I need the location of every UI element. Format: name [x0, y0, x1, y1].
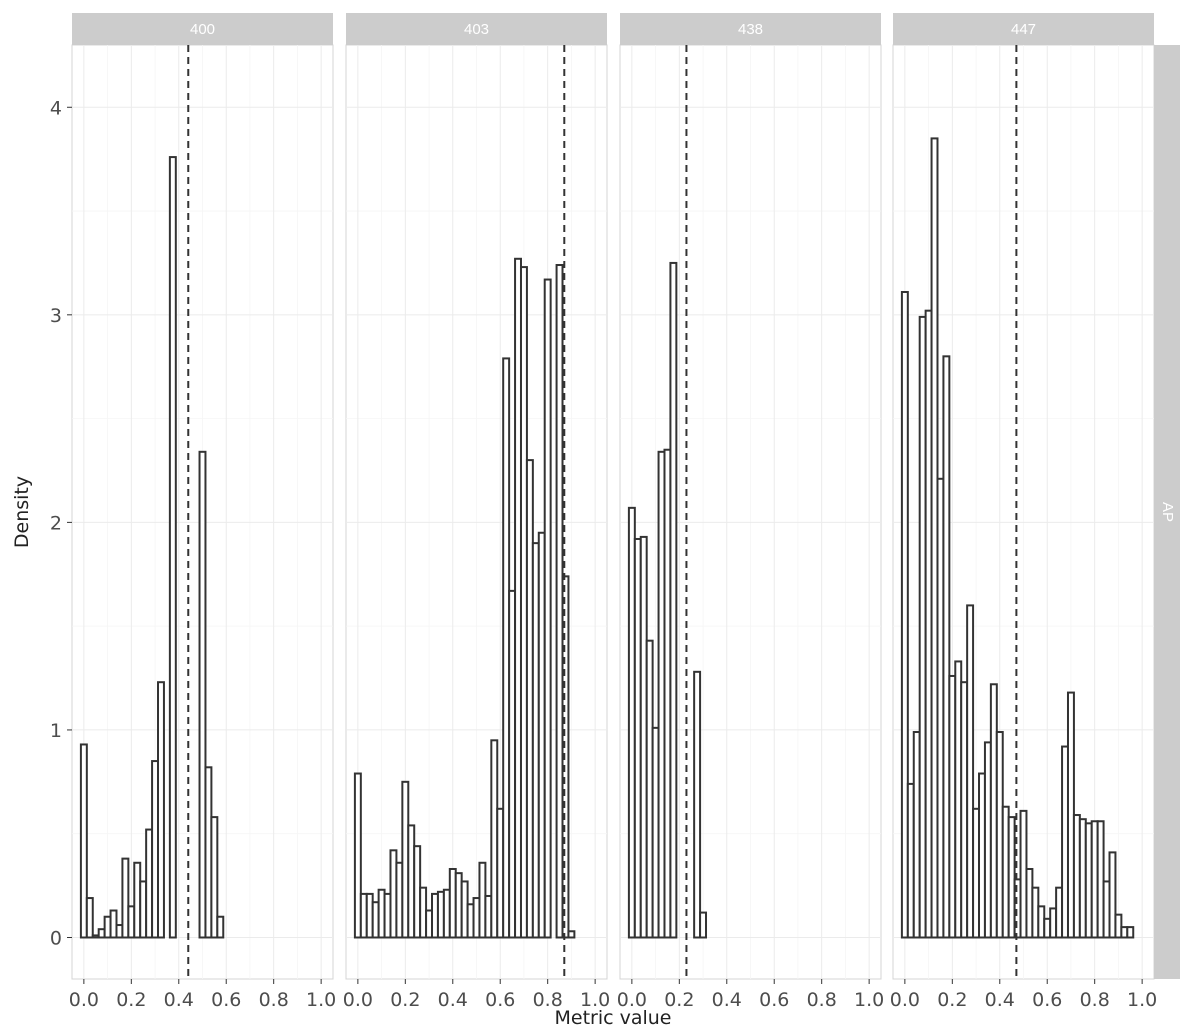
- row-strip-background: [1154, 45, 1180, 979]
- facet-strip-label: 400: [190, 21, 215, 38]
- histogram-bar: [168, 156, 177, 939]
- x-tick-label: 0.8: [807, 989, 837, 1011]
- histogram-bar: [85, 897, 94, 939]
- facet-panel-447: 447: [892, 13, 1155, 980]
- histogram-bar: [210, 816, 219, 939]
- y-tick-label: 3: [50, 305, 62, 327]
- histogram-bar: [669, 261, 678, 939]
- x-tick-label: 0.8: [259, 989, 289, 1011]
- facet-strip-background: [346, 13, 607, 45]
- y-axis: 0 1 2 3 4: [50, 97, 72, 949]
- x-tick-label: 0.2: [390, 989, 420, 1011]
- facet-panels: 400 403 438 447: [71, 13, 1155, 980]
- histogram-bar: [543, 278, 552, 939]
- histogram-bar: [1108, 851, 1117, 939]
- facet-panel-438: 438: [619, 13, 882, 980]
- y-tick-label: 4: [50, 97, 62, 119]
- histogram-bar: [561, 575, 570, 939]
- x-tick-label: 0.2: [937, 989, 967, 1011]
- x-tick-label: 0.4: [985, 989, 1015, 1011]
- x-tick-label: 0.2: [664, 989, 694, 1011]
- x-tick-label: 0.6: [759, 989, 789, 1011]
- x-tick-label: 0.6: [211, 989, 241, 1011]
- x-tick-label: 0.4: [438, 989, 468, 1011]
- x-axis-title: Metric value: [554, 1007, 671, 1029]
- x-tick-label: 0.8: [1080, 989, 1110, 1011]
- histogram-bar: [1126, 926, 1135, 939]
- x-tick-label: 1.0: [854, 989, 884, 1011]
- histogram-bar: [109, 909, 118, 939]
- x-tick-label: 1.0: [580, 989, 610, 1011]
- x-tick-label: 0.4: [712, 989, 742, 1011]
- facet-strip-background: [72, 13, 333, 45]
- histogram-bar: [1096, 820, 1105, 939]
- x-tick-label: 0.4: [164, 989, 194, 1011]
- facet-strip-background: [893, 13, 1154, 45]
- y-tick-label: 0: [50, 927, 62, 949]
- histogram-bar: [567, 930, 576, 939]
- x-tick-label: 1.0: [1127, 989, 1157, 1011]
- facet-strip-label: 447: [1011, 21, 1036, 38]
- x-tick-label: 0.2: [116, 989, 146, 1011]
- y-tick-label: 2: [50, 512, 62, 534]
- histogram-bar: [1007, 816, 1016, 939]
- x-tick-label: 0.0: [343, 989, 373, 1011]
- histogram-bar: [699, 911, 708, 939]
- x-tick-label: 0.8: [533, 989, 563, 1011]
- x-tick-label: 0.0: [617, 989, 647, 1011]
- x-tick-label: 0.6: [485, 989, 515, 1011]
- x-tick-label: 0.6: [1032, 989, 1062, 1011]
- histogram-bar: [942, 355, 951, 939]
- facet-panel-403: 403: [345, 13, 608, 980]
- y-tick-label: 1: [50, 720, 62, 742]
- facet-panel-400: 400: [71, 13, 334, 980]
- y-axis-title: Density: [11, 476, 33, 548]
- facet-strip-background: [620, 13, 881, 45]
- histogram-bar: [198, 450, 207, 939]
- facet-strip-label: 403: [464, 21, 489, 38]
- histogram-bar: [966, 604, 975, 939]
- row-strip: AP: [1154, 45, 1180, 979]
- histogram-bar: [79, 743, 88, 939]
- x-tick-label: 0.0: [69, 989, 99, 1011]
- x-axes: 0.0 0.2 0.4 0.6 0.8 1.0 0.0 0.2 0.4 0.6 0.8 1.0 0.0 0…: [69, 979, 1157, 1011]
- histogram-bar: [121, 857, 130, 939]
- x-tick-label: 0.0: [890, 989, 920, 1011]
- row-strip-label: AP: [1159, 502, 1176, 522]
- histogram-bar: [1114, 913, 1123, 939]
- histogram-bar: [353, 772, 362, 939]
- histogram-bar: [157, 681, 165, 939]
- facet-strip-label: 438: [738, 21, 763, 38]
- x-tick-label: 1.0: [306, 989, 336, 1011]
- histogram-bar: [693, 670, 702, 939]
- histogram-bar: [900, 290, 909, 939]
- histogram-bar: [216, 915, 225, 939]
